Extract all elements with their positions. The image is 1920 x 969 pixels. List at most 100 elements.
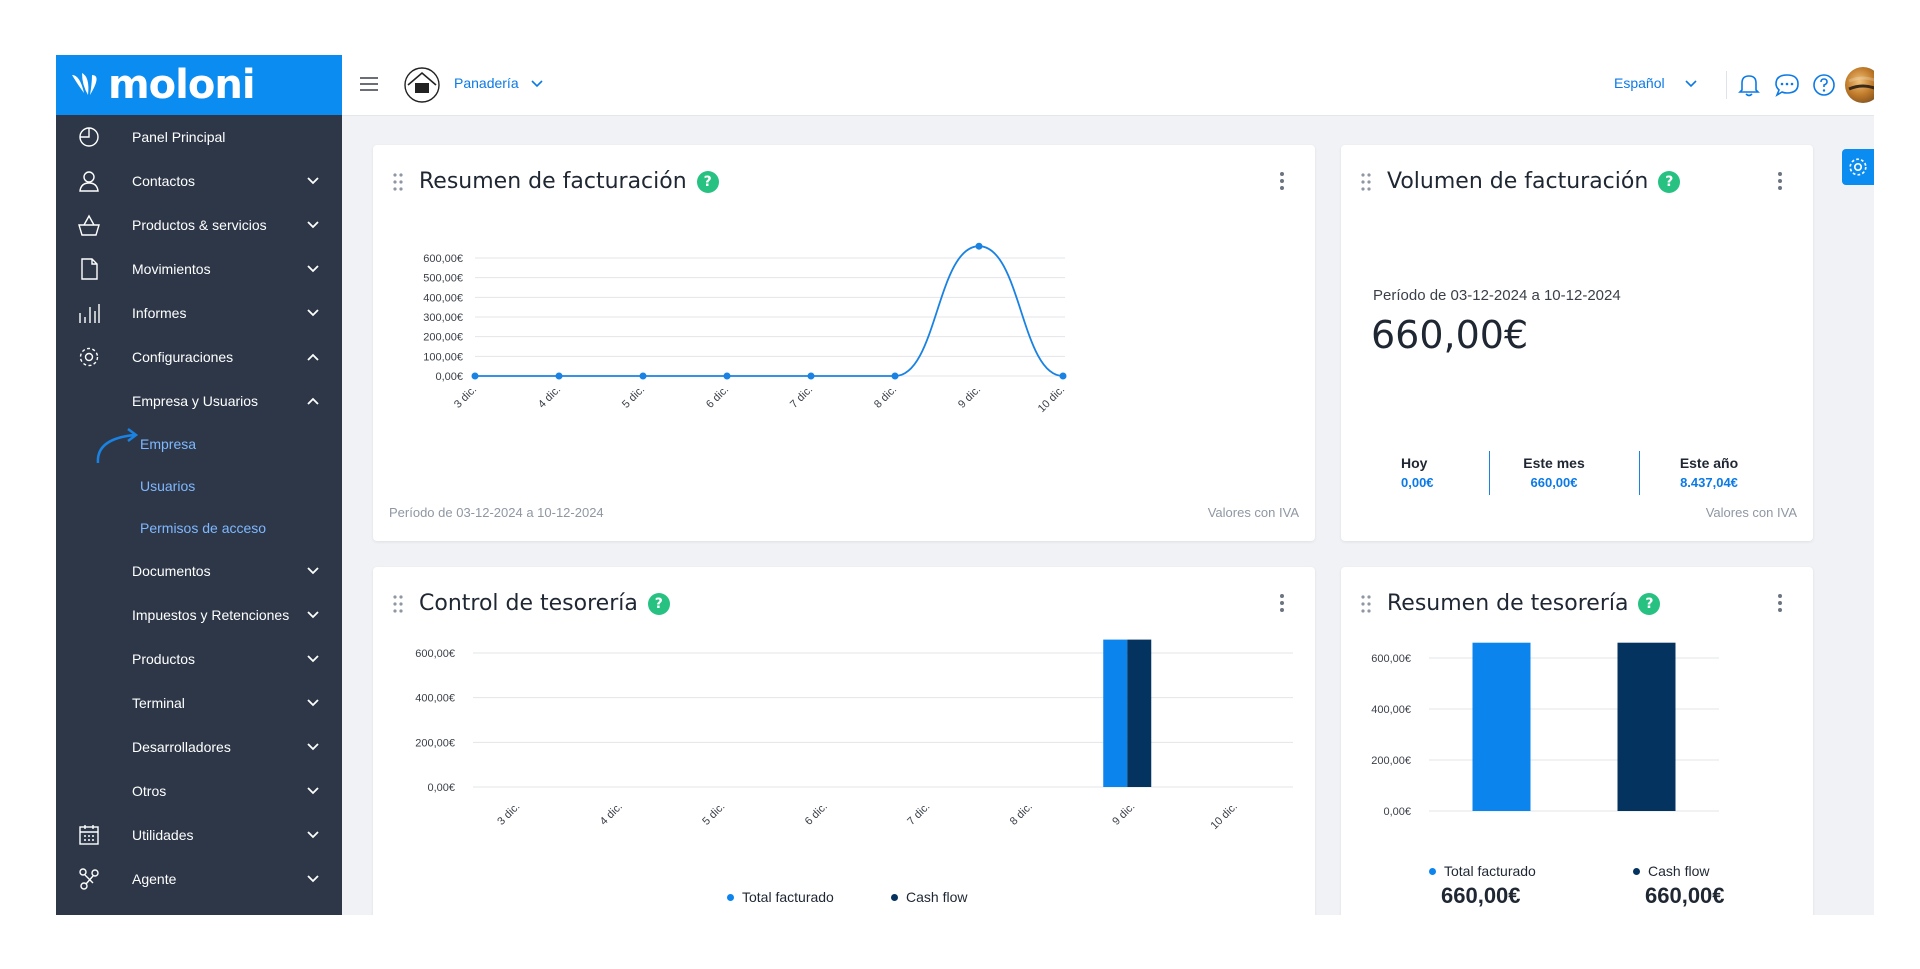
- volume-period: Período de 03-12-2024 a 10-12-2024: [1373, 287, 1621, 304]
- stat-month-label: Este mes: [1523, 455, 1585, 471]
- y-tick-label: 400,00€: [415, 693, 455, 705]
- sidebar-item-contactos[interactable]: Contactos: [56, 159, 342, 203]
- y-tick-label: 600,00€: [415, 648, 455, 660]
- y-tick-label: 200,00€: [415, 737, 455, 749]
- data-point: [555, 372, 563, 380]
- x-tick-label: 9 dic.: [956, 384, 983, 411]
- sidebar-item-agente[interactable]: Agente: [56, 857, 342, 901]
- hamburger-menu-icon[interactable]: [360, 77, 378, 96]
- drag-handle-icon[interactable]: [393, 173, 403, 196]
- sidebar-item-configuraciones[interactable]: Configuraciones: [56, 335, 342, 379]
- language-selector[interactable]: Español: [1614, 75, 1697, 91]
- help-badge-icon[interactable]: ?: [647, 592, 670, 615]
- sidebar-item-label: Otros: [132, 783, 167, 799]
- chevron-down-icon: [306, 564, 320, 578]
- more-vertical-icon[interactable]: [1777, 171, 1783, 196]
- drag-handle-icon[interactable]: [1361, 595, 1371, 618]
- y-tick-label: 0,00€: [435, 371, 463, 383]
- x-tick-label: 7 dic.: [788, 384, 815, 411]
- help-badge-icon[interactable]: ?: [1638, 592, 1661, 615]
- sidebar-subitem-permisos[interactable]: Permisos de acceso: [56, 507, 342, 549]
- x-tick-label: 10 dic.: [1036, 384, 1067, 415]
- drag-handle-icon[interactable]: [1361, 173, 1371, 196]
- legend-label: Cash flow: [1648, 863, 1710, 879]
- bell-icon[interactable]: [1738, 73, 1760, 102]
- chevron-up-icon: [306, 394, 320, 408]
- chevron-down-icon: [306, 784, 320, 798]
- card-treasury-summary: Resumen de tesorería? 0,00€ 200,00€ 400,00…: [1341, 567, 1813, 915]
- card-billing-volume: Volumen de facturación? Período de 03-12…: [1341, 145, 1813, 541]
- sidebar-item-empresa-usuarios[interactable]: Empresa y Usuarios: [56, 379, 342, 423]
- bar: [1103, 639, 1128, 787]
- chat-icon[interactable]: [1774, 73, 1800, 102]
- bar: [1472, 642, 1531, 811]
- legend-item-cash-flow[interactable]: Cash flow: [891, 889, 967, 905]
- pie-chart-icon: [76, 124, 102, 150]
- sidebar: moloni Panel Principal Contactos Product…: [56, 55, 342, 915]
- sidebar-item-label: Empresa y Usuarios: [132, 393, 259, 409]
- sidebar-item-desarrolladores[interactable]: Desarrolladores: [56, 725, 342, 769]
- sidebar-item-label: Impuestos y Retenciones: [132, 607, 290, 623]
- stat-divider: [1489, 451, 1490, 495]
- chevron-down-icon: [306, 306, 320, 320]
- sidebar-subitem-usuarios[interactable]: Usuarios: [56, 465, 342, 507]
- sidebar-item-panel-principal[interactable]: Panel Principal: [56, 115, 342, 159]
- avatar[interactable]: [1845, 67, 1874, 103]
- more-vertical-icon[interactable]: [1777, 593, 1783, 618]
- legend-item-total-facturado[interactable]: Total facturado: [1429, 863, 1536, 879]
- company-selector[interactable]: Panadería: [454, 75, 543, 91]
- x-tick-label: 10 dic.: [1208, 801, 1239, 832]
- chevron-down-icon: [306, 872, 320, 886]
- legend-label: Total facturado: [742, 889, 834, 905]
- help-icon[interactable]: [1812, 73, 1836, 102]
- sidebar-item-otros[interactable]: Otros: [56, 769, 342, 813]
- help-badge-icon[interactable]: ?: [696, 170, 719, 193]
- user-icon: [76, 168, 102, 194]
- sidebar-item-informes[interactable]: Informes: [56, 291, 342, 335]
- x-tick-label: 3 dic.: [495, 801, 522, 828]
- topbar-divider: [1726, 71, 1727, 99]
- sidebar-item-movimientos[interactable]: Movimientos: [56, 247, 342, 291]
- sidebar-item-documentos[interactable]: Documentos: [56, 549, 342, 593]
- sidebar-item-terminal[interactable]: Terminal: [56, 681, 342, 725]
- legend-label: Cash flow: [906, 889, 968, 905]
- sidebar-item-label: Informes: [132, 305, 187, 321]
- gear-icon: [76, 344, 102, 370]
- chevron-down-icon: [306, 608, 320, 622]
- brand-leaf-icon: [72, 73, 97, 95]
- brand-name: moloni: [108, 62, 256, 108]
- legend-item-total-facturado[interactable]: Total facturado: [727, 889, 834, 905]
- chevron-down-icon: [1685, 75, 1697, 91]
- sidebar-item-label: Permisos de acceso: [140, 520, 267, 536]
- chevron-down-icon: [306, 696, 320, 710]
- logo[interactable]: moloni: [56, 55, 342, 115]
- x-tick-label: 8 dic.: [872, 384, 899, 411]
- more-vertical-icon[interactable]: [1279, 593, 1285, 618]
- legend-item-cash-flow[interactable]: Cash flow: [1633, 863, 1709, 879]
- stat-divider: [1639, 451, 1640, 495]
- x-tick-label: 5 dic.: [700, 801, 727, 828]
- more-vertical-icon[interactable]: [1279, 171, 1285, 196]
- card-title: Resumen de facturación?: [419, 169, 719, 194]
- sidebar-item-label: Terminal: [132, 695, 185, 711]
- sidebar-item-impuestos[interactable]: Impuestos y Retenciones: [56, 593, 342, 637]
- help-badge-icon[interactable]: ?: [1658, 170, 1681, 193]
- sidebar-item-utilidades[interactable]: Utilidades: [56, 813, 342, 857]
- document-icon: [76, 256, 102, 282]
- sidebar-item-productos-servicios[interactable]: Productos & servicios: [56, 203, 342, 247]
- x-tick-label: 4 dic.: [536, 384, 563, 411]
- card-title-text: Resumen de facturación: [419, 169, 687, 194]
- sidebar-subitem-empresa[interactable]: Empresa: [56, 423, 342, 465]
- sidebar-item-label: Configuraciones: [132, 349, 234, 365]
- summary-total-value: 660,00€: [1441, 883, 1521, 908]
- y-tick-label: 400,00€: [1371, 704, 1411, 716]
- legend-dot: [1633, 867, 1640, 875]
- drag-handle-icon[interactable]: [393, 595, 403, 618]
- sidebar-item-label: Desarrolladores: [132, 739, 231, 755]
- sidebar-item-productos[interactable]: Productos: [56, 637, 342, 681]
- settings-floating-button[interactable]: [1842, 149, 1874, 185]
- legend-label: Total facturado: [1444, 863, 1536, 879]
- stat-year-value: 8.437,04€: [1680, 475, 1738, 490]
- gear-icon: [1849, 158, 1867, 176]
- language-label: Español: [1614, 75, 1665, 91]
